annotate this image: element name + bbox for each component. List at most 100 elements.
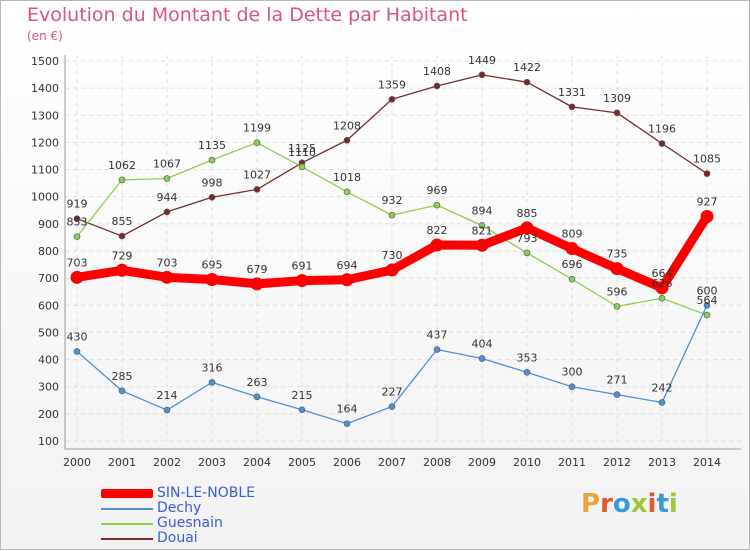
data-point-sin-le-noble	[430, 238, 444, 252]
data-label-guesnain: 1135	[198, 139, 226, 152]
data-label-guesnain: 932	[382, 194, 403, 207]
x-tick-label: 2002	[153, 456, 181, 469]
data-point-guesnain	[388, 211, 396, 219]
legend-swatch-dechy	[101, 508, 153, 510]
data-point-dechy	[478, 355, 486, 362]
data-label-guesnain: 1110	[288, 146, 316, 159]
data-point-dechy	[208, 379, 216, 386]
legend-label-guesnain: Guesnain	[157, 515, 223, 531]
logo-letter: r	[600, 489, 613, 519]
data-point-douai	[568, 103, 576, 111]
data-label-guesnain: 596	[607, 285, 628, 298]
proxiti-logo: Proxiti	[581, 489, 678, 519]
data-point-sin-le-noble	[160, 270, 174, 284]
logo-letter: i	[647, 489, 657, 519]
data-label-dechy: 215	[292, 389, 313, 402]
data-label-douai: 1196	[648, 123, 676, 136]
data-point-douai	[118, 232, 126, 240]
data-point-guesnain	[73, 233, 81, 240]
data-label-dechy: 271	[607, 374, 628, 387]
y-tick-label: 300	[38, 381, 59, 394]
data-point-dechy	[343, 420, 351, 427]
data-point-douai	[73, 215, 81, 222]
data-point-guesnain	[478, 222, 486, 229]
y-tick-label: 1000	[31, 191, 59, 204]
data-label-sin-le-noble: 927	[697, 196, 718, 209]
data-label-guesnain: 894	[472, 204, 493, 217]
data-point-sin-le-noble	[295, 274, 309, 288]
data-point-sin-le-noble	[520, 221, 534, 235]
data-label-dechy: 437	[427, 329, 448, 342]
data-label-sin-le-noble: 821	[472, 224, 493, 237]
y-tick-label: 800	[38, 245, 59, 258]
data-label-douai: 998	[202, 176, 223, 189]
data-point-douai	[208, 193, 216, 201]
data-label-douai: 1331	[558, 86, 586, 99]
data-label-guesnain: 1018	[333, 171, 361, 184]
data-point-sin-le-noble	[475, 238, 489, 252]
data-point-douai	[613, 109, 621, 117]
data-label-douai: 1208	[333, 119, 361, 132]
logo-letter: i	[668, 489, 678, 519]
data-label-sin-le-noble: 729	[112, 249, 133, 262]
x-tick-label: 2010	[513, 456, 541, 469]
data-point-douai	[478, 71, 486, 79]
data-label-douai: 1085	[693, 153, 721, 166]
data-label-sin-le-noble: 694	[337, 259, 358, 272]
data-point-douai	[343, 136, 351, 144]
data-label-guesnain: 793	[517, 232, 538, 245]
data-label-sin-le-noble: 730	[382, 249, 403, 262]
data-point-dechy	[433, 346, 441, 353]
data-label-douai: 1422	[513, 61, 541, 74]
data-point-douai	[658, 140, 666, 147]
data-label-guesnain: 1199	[243, 122, 271, 135]
data-label-douai: 1359	[378, 78, 406, 91]
data-point-dechy	[163, 406, 171, 414]
data-label-guesnain: 564	[697, 294, 718, 307]
data-label-douai: 919	[67, 198, 88, 211]
y-tick-label: 200	[38, 408, 59, 421]
legend-swatch-douai	[101, 538, 153, 540]
data-point-guesnain	[568, 275, 576, 283]
y-tick-label: 1400	[31, 82, 59, 95]
data-label-sin-le-noble: 809	[562, 228, 583, 241]
data-point-sin-le-noble	[70, 270, 84, 284]
data-point-douai	[253, 186, 261, 193]
x-tick-label: 2003	[198, 456, 226, 469]
data-point-dechy	[703, 301, 711, 309]
x-tick-label: 2001	[108, 456, 136, 469]
data-point-sin-le-noble	[115, 263, 129, 277]
data-point-guesnain	[658, 294, 666, 302]
data-point-guesnain	[613, 303, 621, 310]
data-point-guesnain	[523, 249, 531, 257]
data-label-dechy: 285	[112, 370, 133, 383]
data-label-sin-le-noble: 735	[607, 248, 628, 261]
data-label-guesnain: 853	[67, 216, 88, 229]
data-point-douai	[163, 208, 171, 216]
data-label-douai: 1408	[423, 65, 451, 78]
x-tick-label: 2007	[378, 456, 406, 469]
data-point-guesnain	[343, 188, 351, 196]
data-point-dechy	[298, 406, 306, 414]
data-label-douai: 1449	[468, 54, 496, 67]
data-label-dechy: 404	[472, 337, 493, 350]
data-point-douai	[388, 95, 396, 103]
x-tick-label: 2000	[63, 456, 91, 469]
data-label-dechy: 227	[382, 386, 403, 399]
data-label-sin-le-noble: 885	[517, 207, 538, 220]
y-tick-label: 100	[38, 435, 59, 448]
data-point-sin-le-noble	[700, 210, 714, 224]
data-label-guesnain: 969	[427, 184, 448, 197]
data-label-guesnain: 696	[562, 258, 583, 271]
data-point-guesnain	[433, 201, 441, 209]
y-tick-label: 1100	[31, 164, 59, 177]
data-label-sin-le-noble: 703	[67, 256, 88, 269]
data-label-dechy: 353	[517, 351, 538, 364]
data-label-sin-le-noble: 691	[292, 260, 313, 273]
data-point-sin-le-noble	[205, 273, 219, 286]
y-tick-label: 400	[38, 354, 59, 367]
x-tick-label: 2013	[648, 456, 676, 469]
x-tick-label: 2014	[693, 456, 721, 469]
